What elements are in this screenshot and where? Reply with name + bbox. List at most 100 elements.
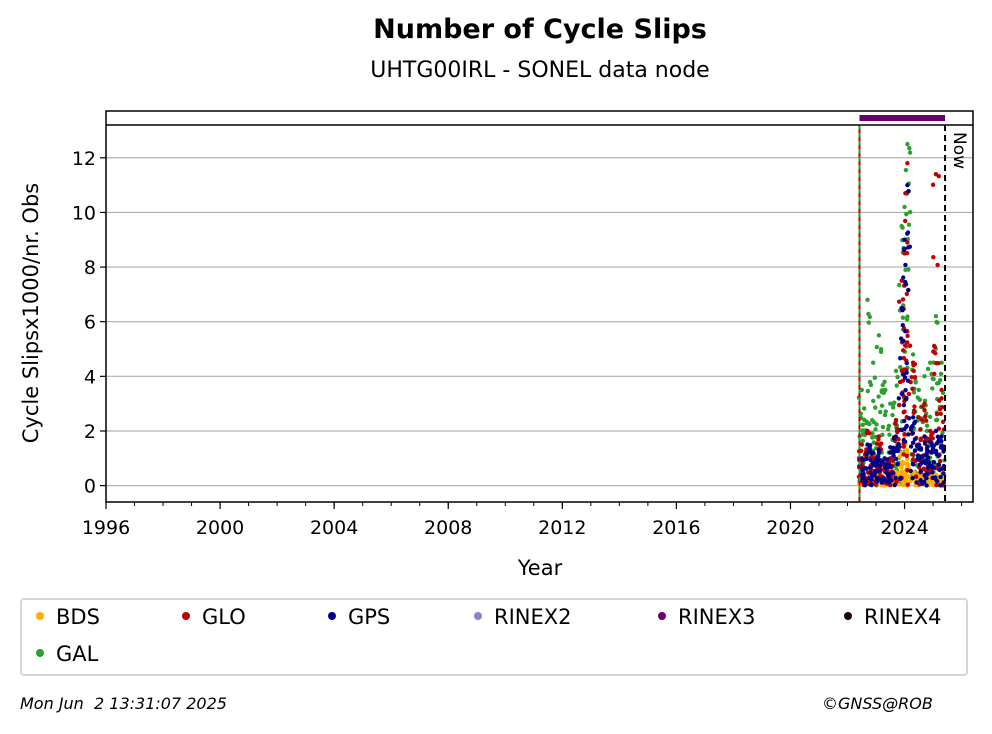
point-gal [872,375,878,380]
y-tick-label: 6 [84,312,96,334]
point-glo [923,414,928,419]
point-gps [905,378,911,383]
point-glo [929,432,934,438]
point-gps [898,476,903,482]
point-gal [902,204,907,210]
point-gps [880,477,885,482]
point-gal [935,320,940,325]
point-gps [922,434,927,439]
point-gps [874,463,879,468]
point-gps [925,455,931,460]
point-gps [895,461,900,467]
point-gal [895,374,900,380]
point-gps [863,478,868,484]
point-gal [916,387,922,393]
point-gal [940,430,945,436]
point-gal [900,315,906,320]
point-glo [901,444,906,449]
point-gps [941,471,946,476]
point-gal [890,405,896,410]
point-gps [886,476,891,482]
point-gps [886,473,891,478]
point-glo [902,343,908,348]
point-gps [900,427,905,433]
point-gps [885,457,890,462]
point-gps [867,465,873,470]
point-glo [879,441,884,446]
point-glo [937,458,943,464]
point-gal [903,167,909,173]
point-glo [905,482,910,487]
point-gps [925,465,931,470]
point-gal [878,347,884,352]
legend-marker [474,612,482,620]
point-gal [868,382,874,388]
point-gal [860,422,866,428]
legend-item-rinex3: RINEX3 [658,605,756,629]
point-glo [893,417,899,423]
point-gps [935,479,940,484]
axes: 0 2 4 6 8 10 12 1996 2000 2004 2008 2012 2016 2020 202… [72,110,974,539]
point-glo [933,351,938,356]
point-gal [911,390,917,395]
point-gps [862,483,868,488]
point-gps [901,275,906,280]
point-gps [892,482,897,488]
point-gal [910,352,916,357]
legend-label: GLO [202,605,246,629]
y-tick-label: 8 [84,257,96,279]
point-gps [904,423,909,429]
point-bds [900,459,905,465]
point-gal [882,412,888,418]
point-gps [868,470,873,476]
point-bds [905,464,910,469]
legend-item-rinex2: RINEX2 [474,605,572,629]
point-gps [910,461,916,467]
point-gal [878,409,883,415]
point-gps [891,448,896,454]
point-glo [899,368,905,374]
point-gps [912,436,918,442]
x-tick-label: 2004 [310,517,358,539]
point-glo [913,474,919,479]
point-gps [868,457,873,463]
point-gal [900,225,905,230]
point-bds [908,479,913,484]
point-gps [874,479,880,484]
point-gps [906,416,912,421]
point-gps [875,468,880,474]
point-gal [880,382,886,388]
point-glo [905,333,910,339]
point-gps [890,470,896,475]
point-gal [880,424,886,430]
point-gal [931,376,936,382]
point-gps [941,480,946,485]
chart-title: Number of Cycle Slips [373,14,707,45]
point-glo [901,348,906,353]
point-gps [893,456,899,462]
point-gps [901,437,906,443]
point-gps [910,415,916,420]
legend-item-bds: BDS [36,605,100,629]
x-axis-label: Year [517,556,563,580]
point-gps [900,307,905,313]
point-gal [906,267,911,272]
point-gps [912,448,918,453]
point-glo [912,361,918,367]
point-gps [933,428,939,434]
point-gal [864,419,869,424]
x-tick-label: 2008 [424,517,472,539]
point-gal [873,427,878,432]
generated-timestamp: Mon Jun 2 13:31:07 2025 [20,694,227,713]
legend-item-gps: GPS [328,605,390,629]
point-gal [874,422,879,427]
legend-marker [658,612,666,620]
point-gal [876,333,882,338]
point-gps [861,471,866,477]
x-tick-label: 2000 [196,517,244,539]
point-glo [905,161,910,166]
point-gps [898,356,903,361]
point-glo [905,468,910,473]
point-gps [876,450,882,455]
point-gal [890,412,895,418]
